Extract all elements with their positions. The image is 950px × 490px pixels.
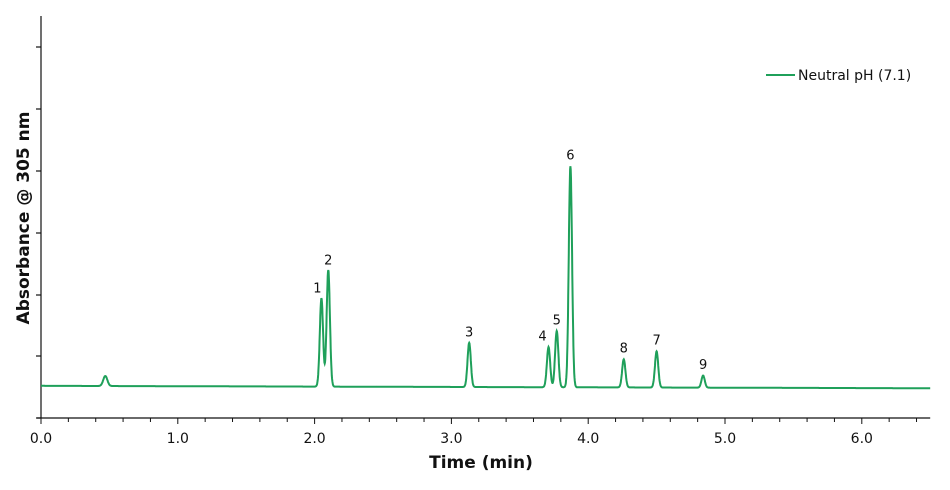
peak-label-8: 8 (620, 342, 628, 357)
x-tick-label: 4.0 (577, 431, 599, 447)
chromatogram-trace (41, 166, 931, 390)
peak-label-4: 4 (538, 330, 546, 345)
x-tick-label: 0.0 (30, 431, 52, 447)
x-tick-label: 6.0 (851, 431, 873, 447)
peak-label-9: 9 (699, 358, 707, 373)
x-axis-title: Time (min) (429, 453, 533, 473)
x-tick-label: 5.0 (714, 431, 736, 447)
x-tick-label: 3.0 (440, 431, 462, 447)
x-axis: 0.0 1.0 2.0 3.0 4.0 5.0 6.0 (30, 417, 931, 447)
peak-label-3: 3 (465, 326, 473, 341)
x-tick-label: 2.0 (303, 431, 325, 447)
y-axis-title: Absorbance @ 305 nm (14, 112, 34, 325)
y-axis (36, 16, 42, 419)
peak-label-6: 6 (566, 149, 574, 164)
x-tick-label: 1.0 (167, 431, 189, 447)
peak-label-7: 7 (652, 334, 660, 349)
legend-label: Neutral pH (7.1) (798, 68, 911, 84)
peak-labels: 12 3 45 6 8 7 9 (313, 149, 707, 373)
legend: Neutral pH (7.1) (766, 68, 911, 84)
peak-label-1: 1 (313, 281, 321, 296)
peak-label-2: 2 (324, 253, 332, 268)
peak-label-5: 5 (553, 314, 561, 329)
